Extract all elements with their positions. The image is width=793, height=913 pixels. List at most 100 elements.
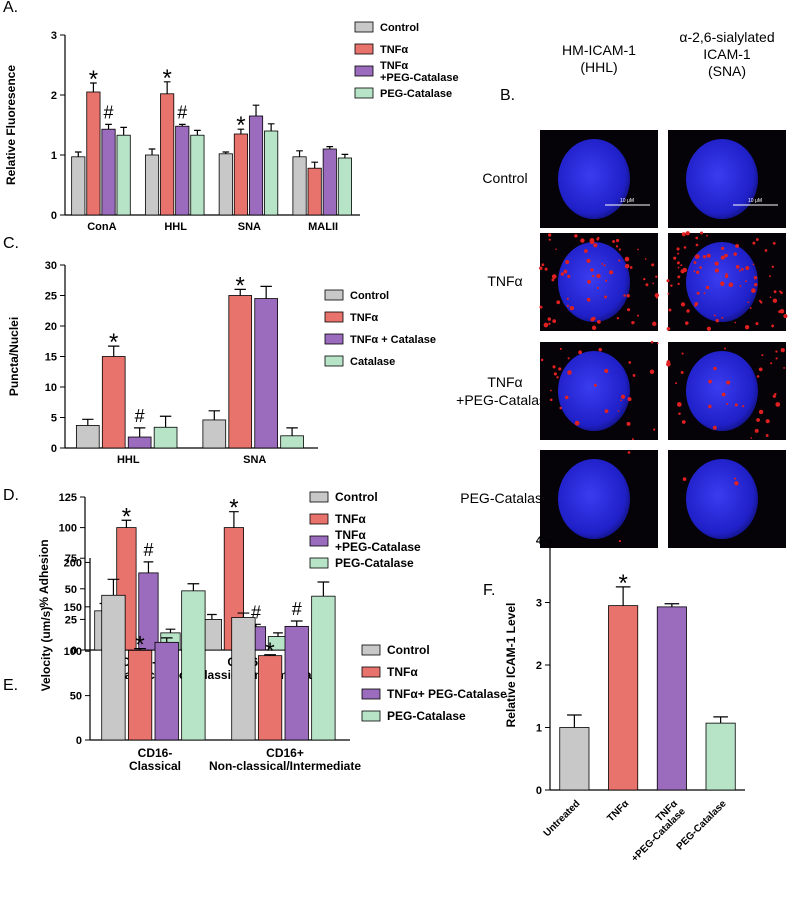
error-bar [273, 632, 283, 637]
puncta [685, 231, 690, 236]
puncta [750, 437, 753, 439]
bar [71, 156, 86, 216]
annotation: # [143, 540, 153, 560]
puncta [623, 294, 626, 297]
annotation: * [162, 65, 171, 92]
puncta [772, 298, 778, 303]
puncta [696, 291, 700, 295]
puncta [636, 314, 640, 317]
puncta [563, 269, 568, 274]
annotation: # [251, 602, 261, 622]
puncta [713, 314, 716, 317]
puncta [556, 300, 561, 305]
puncta [603, 264, 606, 267]
puncta [754, 428, 759, 433]
legend-swatch [324, 289, 344, 301]
bar [101, 594, 126, 741]
puncta [769, 275, 771, 278]
puncta [694, 254, 700, 259]
puncta [686, 309, 690, 313]
y-tick-label: 0 [51, 443, 57, 455]
error-bar [296, 150, 303, 157]
legend-swatch [361, 710, 381, 722]
bar [322, 148, 337, 216]
puncta [548, 322, 551, 325]
error-bar [252, 104, 260, 116]
error-bar [107, 578, 120, 596]
puncta [617, 410, 620, 412]
scale-bar-label: 10 μM [748, 198, 762, 204]
panel-label: B. [500, 87, 515, 104]
bar [144, 154, 160, 216]
error-bar [121, 519, 132, 528]
puncta [587, 279, 591, 284]
y-tick-label: 30 [45, 260, 57, 272]
puncta [550, 389, 552, 392]
y-tick-label: 200 [64, 557, 82, 569]
puncta [551, 274, 557, 279]
x-tick-label: CD16-Classical [129, 746, 181, 773]
puncta [695, 270, 700, 275]
puncta [666, 279, 670, 283]
bar [190, 134, 205, 216]
y-tick-label: 10 [45, 382, 57, 394]
legend-label: TNFα+ PEG-Catalase [387, 687, 507, 701]
bar [116, 134, 131, 216]
puncta [586, 258, 591, 263]
legend-label: TNFα [335, 512, 366, 526]
puncta [618, 539, 621, 543]
puncta [596, 286, 599, 289]
bar [228, 295, 253, 449]
x-tick-label: HHL [164, 221, 187, 233]
puncta [673, 256, 677, 260]
legend-label: TNFα +PEG-Catalase [335, 528, 421, 554]
annotation: * [89, 66, 98, 93]
puncta [703, 292, 706, 295]
puncta [695, 243, 699, 247]
puncta [702, 255, 707, 259]
puncta [725, 272, 728, 276]
x-tick-label: ConA [87, 221, 116, 233]
puncta [655, 275, 658, 278]
puncta [735, 265, 740, 269]
puncta [780, 291, 783, 295]
y-tick-label: 0 [51, 210, 57, 222]
puncta [695, 236, 699, 240]
bar [337, 157, 352, 216]
puncta [654, 293, 659, 298]
puncta [616, 317, 620, 320]
annotation: * [135, 632, 144, 659]
puncta [593, 383, 597, 387]
legend-label: PEG-Catalase [335, 556, 414, 570]
bar [311, 595, 336, 741]
puncta [721, 316, 724, 319]
puncta [714, 268, 719, 273]
puncta [652, 321, 657, 327]
puncta [728, 282, 734, 288]
puncta [758, 367, 763, 372]
puncta [551, 278, 555, 282]
puncta [574, 420, 580, 426]
bar [705, 722, 736, 791]
error-bar [178, 123, 186, 127]
x-tick-label: SNA [238, 221, 261, 233]
error-bar [326, 146, 334, 149]
puncta [601, 263, 604, 265]
puncta [685, 321, 689, 325]
annotation: * [109, 329, 118, 356]
bar [292, 156, 307, 216]
puncta [765, 419, 770, 424]
puncta [593, 243, 598, 248]
panel-label: E. [3, 677, 18, 694]
error-bar [159, 415, 172, 428]
puncta [590, 317, 595, 322]
puncta [714, 261, 719, 266]
puncta [567, 370, 572, 375]
puncta [680, 302, 686, 307]
bar [248, 115, 264, 216]
error-bar [311, 161, 318, 169]
puncta [774, 392, 777, 396]
puncta [775, 357, 778, 360]
puncta [643, 277, 646, 281]
y-tick-label: 0 [536, 785, 542, 797]
